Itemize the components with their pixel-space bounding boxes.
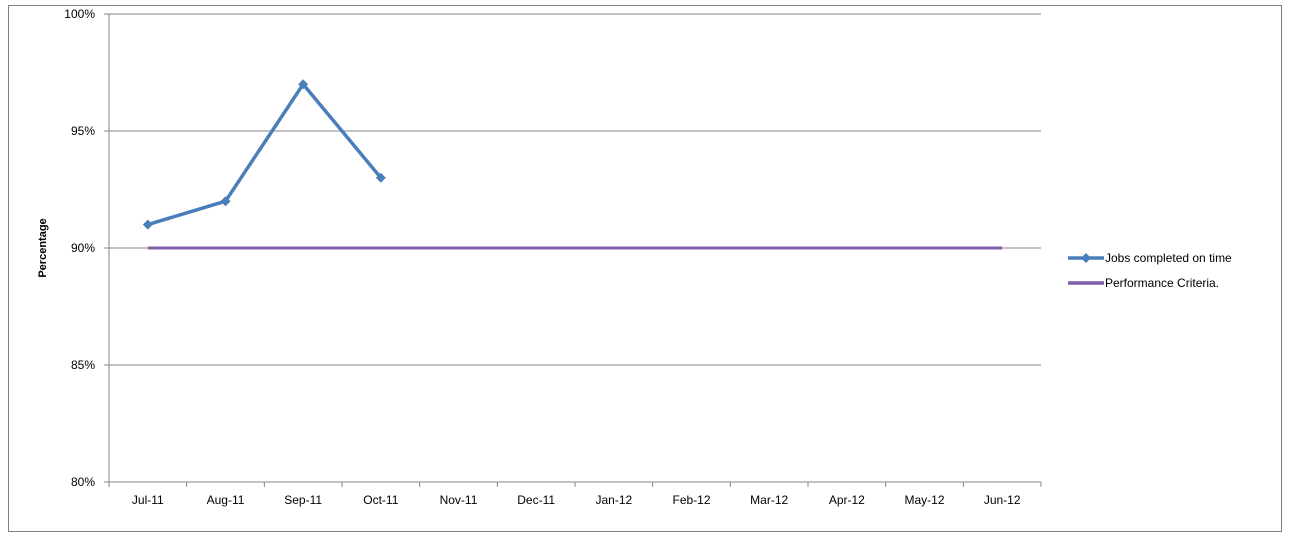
y-axis-title: Percentage [37, 218, 49, 277]
x-tick-label: May-12 [904, 493, 944, 507]
y-tick-label: 95% [71, 124, 95, 138]
x-tick-label: Aug-11 [207, 493, 245, 507]
x-tick-label: Sep-11 [284, 493, 322, 507]
x-tick-label: Dec-11 [517, 493, 555, 507]
y-axis-tick-labels: 80% 85% 90% 95% 100% [64, 7, 95, 489]
series [142, 79, 1003, 250]
x-tick-label: Jan-12 [595, 493, 632, 507]
legend-label: Jobs completed on time [1105, 251, 1232, 265]
data-point-marker [220, 196, 231, 207]
series-line-jobs-completed [147, 82, 383, 227]
legend-marker [1081, 253, 1091, 263]
y-tick-label: 80% [71, 475, 95, 489]
y-tick-label: 90% [71, 241, 95, 255]
y-tick-label: 100% [64, 7, 95, 21]
x-tick-label: Nov-11 [440, 493, 478, 507]
x-tick-label: Jun-12 [984, 493, 1021, 507]
axes [104, 13, 1042, 487]
gridlines [109, 13, 1041, 366]
x-tick-label: Mar-12 [750, 493, 788, 507]
legend-label: Performance Criteria. [1105, 276, 1219, 290]
y-tick-label: 85% [71, 358, 95, 372]
x-tick-label: Jul-11 [132, 493, 164, 507]
x-tick-label: Feb-12 [672, 493, 710, 507]
data-point-marker [375, 172, 386, 183]
x-tick-label: Oct-11 [363, 493, 398, 507]
legend: Jobs completed on time Performance Criter… [1068, 251, 1232, 290]
x-tick-label: Apr-12 [829, 493, 865, 507]
data-point-marker [142, 219, 153, 230]
chart-frame [8, 5, 1282, 532]
data-point-marker [298, 79, 309, 90]
x-axis-tick-labels: Jul-11 Aug-11 Sep-11 Oct-11 Nov-11 Dec-11 Jan-… [132, 493, 1021, 507]
